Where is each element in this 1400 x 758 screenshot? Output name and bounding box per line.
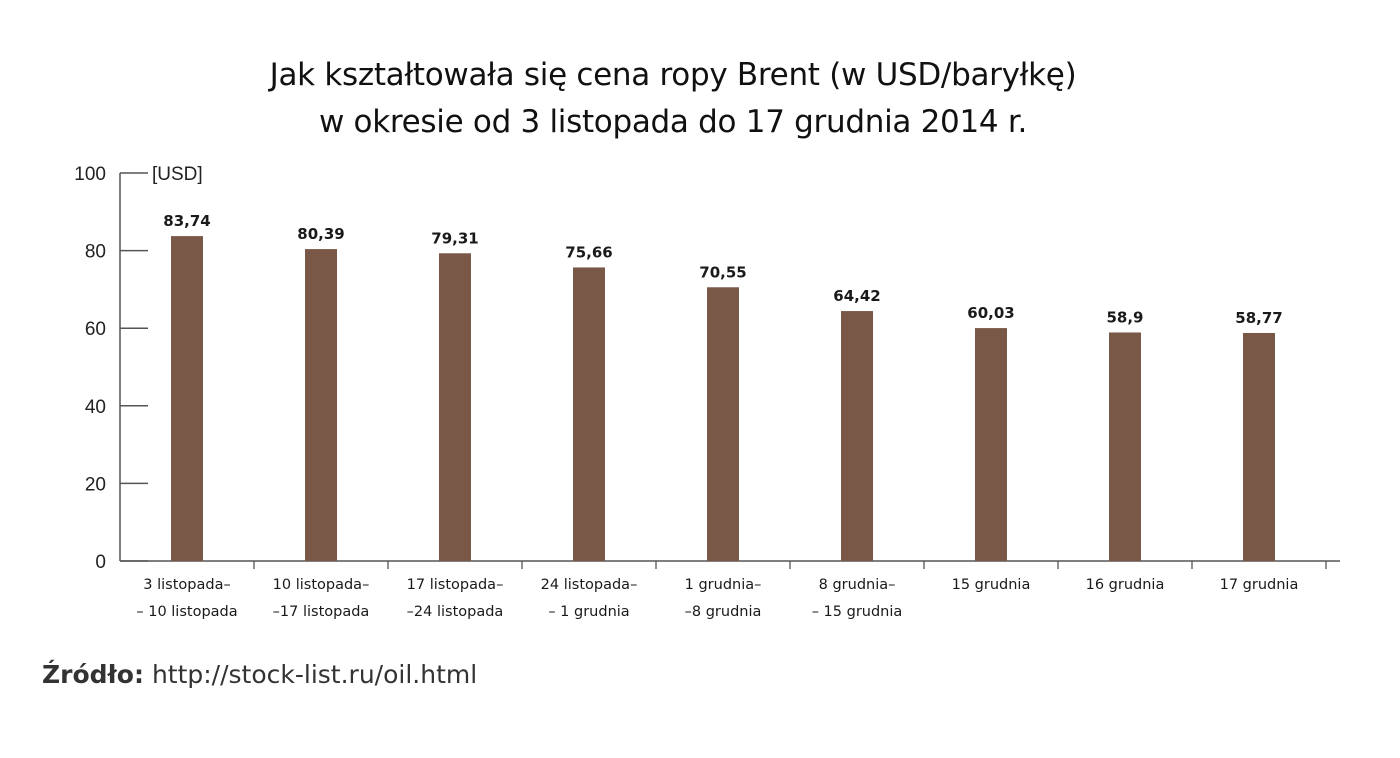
chart-subtitle: w okresie od 3 listopada do 17 grudnia 2… xyxy=(318,104,1028,140)
data-label: 79,31 xyxy=(431,229,478,247)
bars xyxy=(171,236,1275,562)
data-label: 58,77 xyxy=(1235,309,1282,327)
bar xyxy=(841,311,873,561)
bar xyxy=(975,328,1007,561)
data-labels: 83,74 80,39 79,31 75,66 70,55 64,42 60,03 58,9 5… xyxy=(163,212,1282,327)
source-note: Źródło: http://stock-list.ru/oil.html xyxy=(42,660,477,689)
data-label: 80,39 xyxy=(297,225,344,243)
data-label: 60,03 xyxy=(967,304,1014,322)
bar xyxy=(707,287,739,561)
y-tick-label: 40 xyxy=(85,397,106,418)
bar xyxy=(439,253,471,561)
bar xyxy=(171,236,203,561)
y-tick-label: 20 xyxy=(85,474,106,495)
y-axis-unit-label: [USD] xyxy=(152,164,203,185)
bar-chart: 0 20 40 60 80 100 [USD] 83,74 80,39 79,31 75,66 70… xyxy=(74,164,1340,620)
bar xyxy=(573,267,605,561)
x-tick-label: – 10 listopada xyxy=(136,604,237,620)
x-tick-label: –24 listopada xyxy=(407,604,504,620)
bar xyxy=(305,249,337,562)
x-axis xyxy=(120,560,1340,569)
y-axis: 0 20 40 60 80 100 [USD] xyxy=(74,164,202,573)
x-tick-label: –8 grudnia xyxy=(685,604,762,620)
x-tick-label: – 15 grudnia xyxy=(812,604,903,620)
data-label: 83,74 xyxy=(163,212,210,230)
y-tick-label: 80 xyxy=(85,242,106,263)
chart-title-line-1: Jak kształtowała się cena ropy Brent (w … xyxy=(269,57,1077,93)
x-tick-label: 10 listopada– xyxy=(273,577,370,593)
data-label: 58,9 xyxy=(1106,308,1143,326)
bar xyxy=(1109,332,1141,561)
x-tick-label: –17 listopada xyxy=(273,604,370,620)
x-tick-label: 3 listopada– xyxy=(143,577,230,593)
x-tick-label: 1 grudnia– xyxy=(685,577,762,593)
x-tick-label: 15 grudnia xyxy=(952,577,1031,593)
y-tick-label: 100 xyxy=(74,164,106,185)
chart-title: Jak kształtowała się cena ropy Brent (w … xyxy=(0,52,1346,146)
bar xyxy=(1243,332,1275,561)
data-label: 75,66 xyxy=(565,243,612,261)
source-label: Źródło: xyxy=(42,660,144,689)
x-tick-label: 16 grudnia xyxy=(1086,577,1165,593)
source-url: http://stock-list.ru/oil.html xyxy=(151,660,478,689)
x-tick-label: 17 grudnia xyxy=(1220,577,1299,593)
y-tick-label: 0 xyxy=(95,552,106,573)
data-label: 70,55 xyxy=(699,263,746,281)
x-tick-label: 24 listopada– xyxy=(541,577,638,593)
x-tick-label: 8 grudnia– xyxy=(819,577,896,593)
y-tick-label: 60 xyxy=(85,319,106,340)
data-label: 64,42 xyxy=(833,287,880,305)
x-tick-label: 17 listopada– xyxy=(407,577,504,593)
category-labels: 3 listopada– – 10 listopada 10 listopada– –… xyxy=(136,577,1298,620)
x-tick-label: – 1 grudnia xyxy=(548,604,629,620)
